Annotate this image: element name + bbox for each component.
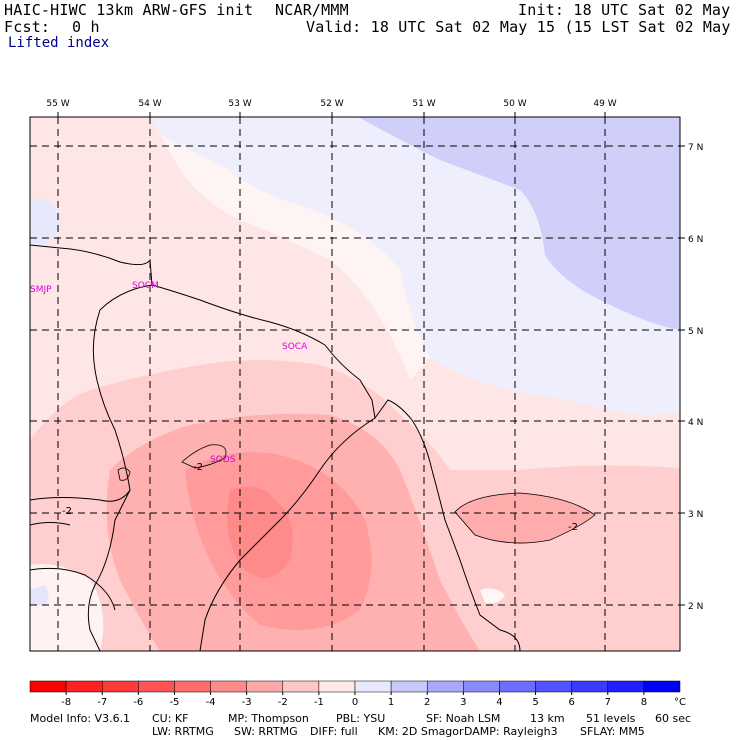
colorbar-tick-label: -5 bbox=[169, 697, 179, 708]
colorbar-swatch bbox=[499, 680, 536, 693]
contour-label: -2 bbox=[193, 462, 203, 473]
footer-timestep: 60 sec bbox=[655, 712, 692, 725]
lon-label: 55 W bbox=[46, 99, 69, 109]
footer-resolution: 13 km bbox=[530, 712, 565, 725]
colorbar-tick-label: 6 bbox=[568, 697, 574, 708]
lat-label: 2 N bbox=[688, 602, 703, 612]
contour-lines bbox=[117, 444, 596, 544]
colorbar-tick-label: -4 bbox=[206, 697, 216, 708]
station-label: SODS bbox=[210, 455, 236, 465]
colorbar-swatch bbox=[65, 680, 103, 693]
footer-sflay: SFLAY: MM5 bbox=[580, 725, 645, 738]
lat-label: 5 N bbox=[688, 327, 703, 337]
colorbar-tick-label: -7 bbox=[97, 697, 107, 708]
lon-label: 54 W bbox=[138, 99, 161, 109]
coastline bbox=[30, 244, 521, 651]
colorbar-swatch bbox=[426, 680, 464, 693]
colorbar-tick-label: 2 bbox=[424, 697, 430, 708]
footer-diffusion: DIFF: full bbox=[310, 725, 358, 738]
footer-shortwave: SW: RRTMG bbox=[234, 725, 298, 738]
colorbar-tick-label: 7 bbox=[605, 697, 611, 708]
colorbar-swatch bbox=[29, 680, 67, 693]
station-labels: SMJP SOCM SOCA SODS bbox=[30, 281, 308, 465]
shaded-field bbox=[30, 117, 680, 651]
colorbar-swatch bbox=[390, 680, 428, 693]
colorbar-tick-label: -2 bbox=[278, 697, 288, 708]
footer-pbl: PBL: YSU bbox=[336, 712, 386, 725]
colorbar-tick-labels: -8 -7 -6 -5 -4 -3 -2 -1 0 1 2 3 4 5 6 7 8 bbox=[61, 697, 647, 708]
colorbar-swatch bbox=[318, 680, 356, 693]
footer-microphysics: MP: Thompson bbox=[228, 712, 309, 725]
station-label: SOCM bbox=[132, 281, 159, 291]
footer-longwave: LW: RRTMG bbox=[152, 725, 214, 738]
lon-label: 50 W bbox=[503, 99, 526, 109]
colorbar-tick-label: -6 bbox=[133, 697, 143, 708]
latitude-labels: 7 N 6 N 5 N 4 N 3 N 2 N bbox=[688, 143, 703, 612]
lat-label: 7 N bbox=[688, 143, 703, 153]
lon-label: 51 W bbox=[412, 99, 435, 109]
colorbar-tick-label: -8 bbox=[61, 697, 71, 708]
colorbar-swatch bbox=[571, 680, 609, 693]
colorbar-tick-label: 1 bbox=[388, 697, 394, 708]
colorbar-tick-label: -1 bbox=[314, 697, 324, 708]
colorbar-swatch bbox=[210, 680, 247, 693]
station-label: SOCA bbox=[282, 342, 308, 352]
colorbar-swatch bbox=[246, 680, 284, 693]
colorbar-tick-label: -3 bbox=[242, 697, 252, 708]
lon-label: 49 W bbox=[593, 99, 616, 109]
colorbar-swatch bbox=[354, 680, 392, 693]
colorbar-swatch bbox=[174, 680, 211, 693]
footer-km: KM: 2D Smagor bbox=[378, 725, 464, 738]
footer-levels: 51 levels bbox=[586, 712, 636, 725]
lat-label: 4 N bbox=[688, 418, 703, 428]
contour-label: -2 bbox=[568, 522, 578, 533]
colorbar-unit: °C bbox=[674, 697, 686, 708]
footer-damping: DAMP: Rayleigh3 bbox=[464, 725, 558, 738]
lat-label: 3 N bbox=[688, 510, 703, 520]
colorbar-swatch bbox=[643, 680, 681, 693]
colorbar-swatch bbox=[607, 680, 645, 693]
colorbar-tick-label: 4 bbox=[496, 697, 502, 708]
colorbar-tick-label: 5 bbox=[532, 697, 538, 708]
colorbar-swatch bbox=[138, 680, 175, 693]
colorbar-swatch bbox=[101, 680, 139, 693]
model-title: HAIC-HIWC 13km ARW-GFS init bbox=[4, 1, 254, 19]
colorbar-tick-label: 0 bbox=[352, 697, 358, 708]
station-label: SMJP bbox=[30, 285, 52, 295]
longitude-labels: 55 W 54 W 53 W 52 W 51 W 50 W 49 W bbox=[46, 99, 616, 109]
forecast-hour: 0 h bbox=[72, 18, 100, 36]
colorbar-tick-label: 8 bbox=[641, 697, 647, 708]
footer-model-info: Model Info: V3.6.1 bbox=[30, 712, 131, 725]
forecast-label: Fcst: bbox=[4, 18, 51, 36]
longitude-ticks bbox=[57, 112, 685, 606]
footer-cumulus: CU: KF bbox=[152, 712, 189, 725]
colorbar bbox=[29, 680, 681, 695]
center-name: NCAR/MMM bbox=[275, 1, 349, 19]
contour-value-labels: -2 -2 -2 bbox=[62, 462, 578, 533]
colorbar-tick-label: 3 bbox=[460, 697, 466, 708]
footer-surface: SF: Noah LSM bbox=[426, 712, 501, 725]
field-name: Lifted index bbox=[8, 35, 110, 51]
lat-label: 6 N bbox=[688, 235, 703, 245]
valid-time: Valid: 18 UTC Sat 02 May 15 (15 LST Sat … bbox=[306, 18, 740, 36]
lon-label: 53 W bbox=[228, 99, 251, 109]
init-time: Init: 18 UTC Sat 02 May 15 bbox=[518, 1, 740, 19]
contour-label: -2 bbox=[62, 506, 72, 517]
colorbar-swatch bbox=[282, 680, 320, 693]
colorbar-swatch bbox=[463, 680, 500, 693]
grid-lines bbox=[30, 117, 680, 651]
colorbar-swatch bbox=[535, 680, 572, 693]
map-frame bbox=[29, 116, 681, 652]
lon-label: 52 W bbox=[320, 99, 343, 109]
